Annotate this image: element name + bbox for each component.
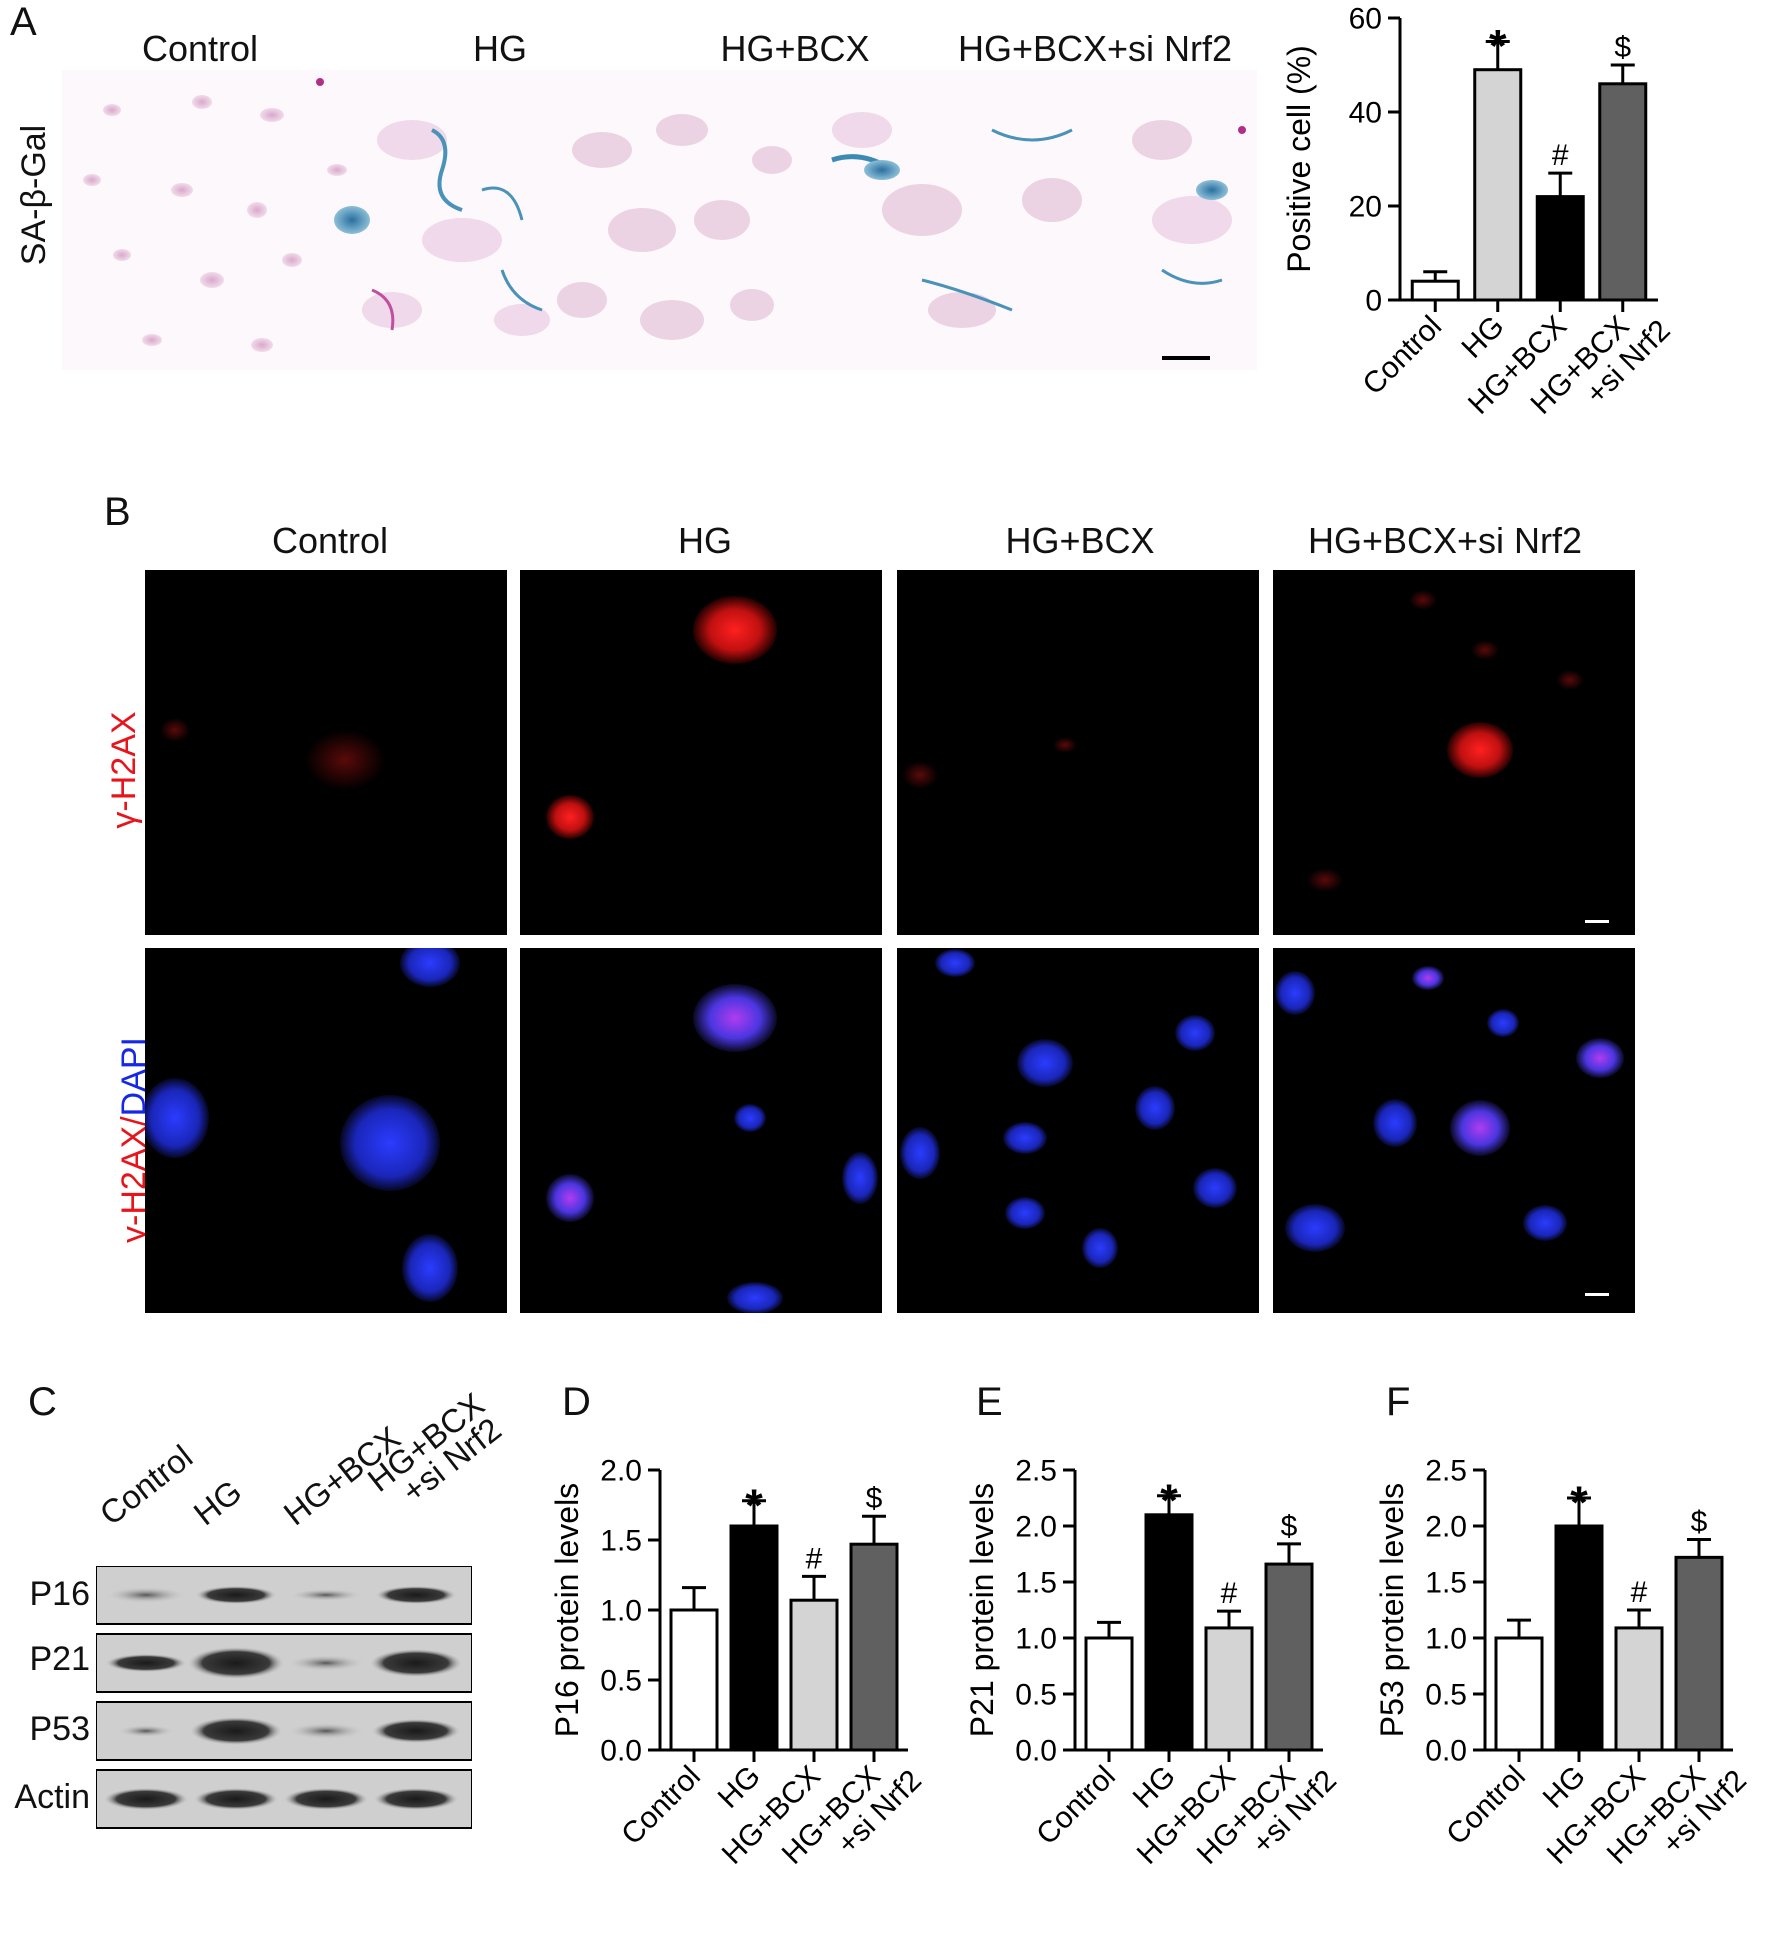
panel-b-row1-label: γ-H2AX xyxy=(105,711,143,829)
y-axis-label: P53 protein levels xyxy=(1374,1483,1410,1737)
western-blot xyxy=(96,1566,472,1829)
scale-bar xyxy=(1585,1293,1609,1296)
bar xyxy=(1264,1562,1314,1752)
panel-a-row-label: SA-β-Gal xyxy=(15,124,53,266)
panel-letter-c: C xyxy=(28,1380,57,1424)
y-tick-label: 2.0 xyxy=(600,1455,642,1488)
p53-chart: P53 protein levels 0.0 0.5 1.0 1.5 2.0 2.5 Cont… xyxy=(1374,1455,1753,1871)
panel-a-col-label-1: Control xyxy=(141,28,259,69)
y-tick-label: 1.5 xyxy=(1425,1567,1467,1600)
panel-a-col-label-3: HG+BCX xyxy=(720,28,870,69)
y-tick-label: 0.5 xyxy=(1015,1679,1057,1712)
significance-marker: # xyxy=(806,1542,823,1575)
x-tick-label: Control xyxy=(1356,310,1448,402)
panel-b-col-label-3: HG+BCX xyxy=(1005,520,1155,561)
x-tick-label-group: Control xyxy=(1030,1760,1122,1852)
y-tick-label: 1.0 xyxy=(600,1595,642,1628)
x-tick-label: Control xyxy=(1030,1760,1122,1852)
y-tick-label: 2.5 xyxy=(1425,1455,1467,1488)
y-axis-label: P21 protein levels xyxy=(964,1483,1000,1737)
blot-row-label-p53: P53 xyxy=(29,1710,91,1748)
significance-marker: $ xyxy=(1281,1510,1298,1543)
blot-lane-label-2: HG xyxy=(186,1472,249,1533)
blot-row-label-p16: P16 xyxy=(29,1575,91,1613)
y-tick-label: 0 xyxy=(1365,285,1382,318)
significance-marker: $ xyxy=(1691,1505,1708,1538)
x-tick-label-group: Control xyxy=(615,1760,707,1852)
x-tick-label-group: Control xyxy=(1356,310,1448,402)
y-tick-label: 1.5 xyxy=(1015,1567,1057,1600)
y-tick-label: 1.5 xyxy=(600,1525,642,1558)
significance-marker: * xyxy=(1570,1477,1588,1528)
y-tick-label: 2.5 xyxy=(1015,1455,1057,1488)
y-tick-label: 1.0 xyxy=(1015,1623,1057,1656)
y-tick-label: 2.0 xyxy=(1425,1511,1467,1544)
gamma-h2ax-images xyxy=(145,570,1635,935)
y-tick-label: 60 xyxy=(1349,3,1382,36)
y-axis-label: P16 protein levels xyxy=(549,1483,585,1737)
scale-bar xyxy=(1162,356,1210,360)
significance-marker: * xyxy=(1160,1475,1178,1526)
bar xyxy=(1554,1524,1604,1752)
blot-lane-label-4: HG+BCX +si Nrf2 xyxy=(361,1385,508,1520)
y-tick-label: 2.0 xyxy=(1015,1511,1057,1544)
significance-marker: # xyxy=(1631,1576,1648,1609)
significance-marker: $ xyxy=(866,1482,883,1515)
y-tick-label: 40 xyxy=(1349,97,1382,130)
significance-marker: $ xyxy=(1614,31,1631,64)
bar xyxy=(729,1524,779,1752)
significance-marker: # xyxy=(1221,1577,1238,1610)
panel-b-col-label-4: HG+BCX+si Nrf2 xyxy=(1307,520,1583,561)
bar xyxy=(1674,1555,1724,1752)
y-tick-label: 0.0 xyxy=(1015,1735,1057,1768)
panel-letter-a: A xyxy=(10,0,37,44)
bar xyxy=(1410,279,1460,302)
scale-bar xyxy=(1585,920,1609,923)
bar xyxy=(1535,195,1585,302)
panel-letter-f: F xyxy=(1386,1380,1411,1424)
y-tick-label: 20 xyxy=(1349,191,1382,224)
y-tick-label: 0.0 xyxy=(600,1735,642,1768)
bar xyxy=(1494,1636,1544,1752)
bar xyxy=(789,1598,839,1752)
bar xyxy=(1473,68,1523,302)
panel-b-col-label-2: HG xyxy=(678,520,732,561)
significance-marker: # xyxy=(1552,139,1569,172)
x-tick-label-group: Control xyxy=(1440,1760,1532,1852)
y-tick-label: 0.5 xyxy=(1425,1679,1467,1712)
panel-a-col-label-2: HG xyxy=(473,28,527,69)
p16-chart: P16 protein levels 0.0 0.5 1.0 1.5 2.0 Control… xyxy=(549,1455,928,1871)
bar xyxy=(1144,1513,1194,1752)
p21-chart: P21 protein levels 0.0 0.5 1.0 1.5 2.0 2.5 Cont… xyxy=(964,1455,1343,1871)
bar xyxy=(849,1542,899,1752)
blot-lane-label-1: Control xyxy=(92,1437,200,1533)
panel-a-col-label-4: HG+BCX+si Nrf2 xyxy=(957,28,1233,69)
bar xyxy=(1204,1626,1254,1752)
y-tick-label: 0.0 xyxy=(1425,1735,1467,1768)
panel-letter-d: D xyxy=(562,1380,591,1424)
bar xyxy=(1614,1626,1664,1752)
bar xyxy=(669,1608,719,1752)
positive-cell-chart: Positive cell (%)0204060Control*HG#HG+BC… xyxy=(1281,3,1677,421)
bar xyxy=(1598,82,1648,302)
sa-beta-gal-micrograph xyxy=(62,70,1257,370)
panel-b-col-label-1: Control xyxy=(271,520,389,561)
blot-row-label-actin: Actin xyxy=(14,1778,90,1816)
x-tick-label: Control xyxy=(615,1760,707,1852)
significance-marker: * xyxy=(1489,21,1507,72)
panel-letter-b: B xyxy=(104,490,131,534)
bar xyxy=(1084,1636,1134,1752)
x-tick-label: Control xyxy=(1440,1760,1532,1852)
y-axis-label: Positive cell (%) xyxy=(1281,45,1317,273)
gamma-h2ax-dapi-images xyxy=(145,948,1635,1313)
blot-row-label-p21: P21 xyxy=(29,1640,91,1678)
y-tick-label: 0.5 xyxy=(600,1665,642,1698)
significance-marker: * xyxy=(745,1480,763,1531)
y-tick-label: 1.0 xyxy=(1425,1623,1467,1656)
panel-letter-e: E xyxy=(976,1380,1003,1424)
